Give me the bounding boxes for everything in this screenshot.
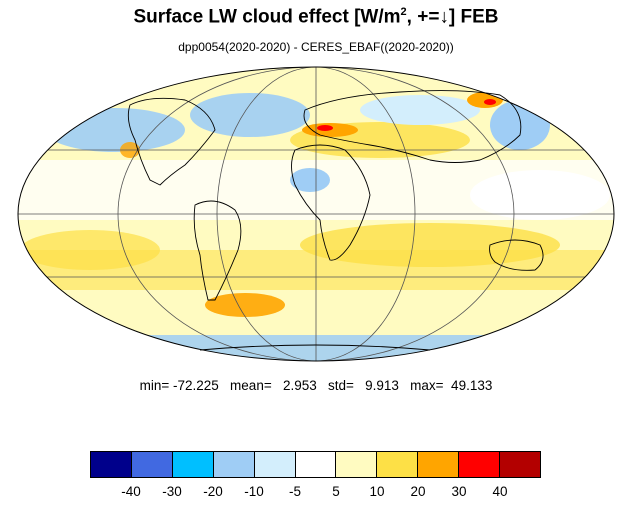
north-atlantic-blue-area: [190, 93, 310, 137]
colorbar-tick-label: -10: [244, 484, 264, 499]
indian-ocean-yellow-area: [300, 223, 560, 267]
mediterranean-red-spot: [317, 125, 333, 131]
colorbar-tick-label: 40: [492, 484, 508, 499]
colorbar-tick-label: 10: [369, 484, 385, 499]
colorbar-tick-labels: -40 -30 -20 -10 -5 5 10 20 30 40: [90, 484, 541, 502]
siberia-light-blue-area: [360, 95, 480, 125]
plot-title-prefix: Surface LW cloud effect [W/m: [133, 6, 401, 28]
meridian-120: [117, 67, 515, 361]
colorbar: [90, 451, 541, 478]
colorbar-swatch: [91, 452, 132, 477]
east-pacific-yellow-area: [20, 230, 160, 270]
colorbar-swatch: [336, 452, 378, 477]
colorbar-tick-label: -5: [288, 484, 302, 499]
graticule: [18, 67, 614, 361]
colorbar-swatch: [131, 452, 173, 477]
colorbar-swatch: [418, 452, 460, 477]
world-map: [17, 66, 615, 362]
plot-title-superscript: 2: [400, 6, 407, 18]
statistics-line: min= -72.225 mean= 2.953 std= 9.913 max=…: [139, 378, 493, 393]
australia-outline: [489, 239, 544, 271]
africa-outline: [291, 144, 371, 261]
east-siberia-red-spot: [484, 99, 496, 105]
plot-subtitle: dpp0054(2020-2020) - CERES_EBAF((2020-20…: [178, 40, 454, 54]
north-america-outline: [127, 97, 216, 186]
west-pacific-white-area: [470, 170, 610, 220]
colorbar-tick-label: 5: [332, 484, 340, 499]
north-east-asia-blue-area: [490, 100, 550, 150]
colorbar-swatch: [213, 452, 255, 477]
north-pacific-blue-area: [45, 108, 185, 152]
colorbar-tick-label: -30: [162, 484, 182, 499]
continent-outlines: [127, 90, 544, 351]
colorbar-tick-label: -20: [203, 484, 223, 499]
west-africa-blue-area: [290, 168, 330, 192]
colorbar-swatch: [377, 452, 419, 477]
colorbar-swatch: [172, 452, 214, 477]
plot-title-suffix: , +=↓] FEB: [406, 6, 499, 28]
colorbar-tick-label: 30: [451, 484, 467, 499]
colorbar-swatch: [295, 452, 337, 477]
antarctica-outline: [199, 344, 431, 351]
eurasia-outline: [303, 90, 522, 163]
meridian-60: [216, 67, 416, 361]
colorbar-swatch: [500, 452, 540, 477]
plot-title: Surface LW cloud effect [W/m2, +=↓] FEB: [0, 6, 632, 28]
colorbar-tick-label: 20: [410, 484, 426, 499]
colorbar-swatch: [459, 452, 501, 477]
south-america-outline: [193, 200, 242, 301]
map-border: [17, 66, 615, 362]
colorbar-swatch: [254, 452, 296, 477]
south-atlantic-orange-area: [205, 293, 285, 317]
colorbar-tick-label: -40: [121, 484, 141, 499]
